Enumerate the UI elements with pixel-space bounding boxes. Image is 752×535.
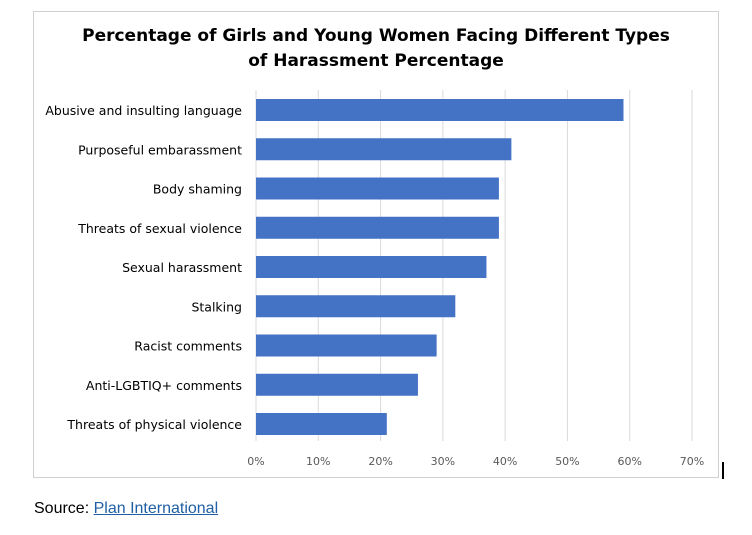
x-tick-label: 50% [555, 455, 579, 468]
category-label: Threats of physical violence [66, 417, 242, 432]
category-label: Abusive and insulting language [45, 103, 242, 118]
text-cursor [722, 462, 724, 479]
category-label: Stalking [191, 299, 242, 314]
bar [256, 334, 437, 357]
category-label: Purposeful embarassment [78, 142, 242, 157]
x-tick-label: 0% [247, 455, 264, 468]
x-tick-label: 10% [306, 455, 330, 468]
x-tick-label: 20% [368, 455, 392, 468]
x-tick-label: 70% [680, 455, 704, 468]
chart-title: Percentage of Girls and Young Women Faci… [33, 24, 719, 74]
chart-title-line-2: of Harassment Percentage [248, 51, 504, 71]
bar [256, 216, 499, 239]
bar [256, 138, 512, 161]
x-tick-label: 60% [617, 455, 641, 468]
category-label: Body shaming [153, 182, 242, 197]
source-link[interactable]: Plan International [93, 500, 219, 517]
bar [256, 99, 624, 121]
x-tick-label: 30% [431, 455, 455, 468]
x-tick-label: 40% [493, 455, 517, 468]
category-label: Sexual harassment [122, 260, 242, 275]
bar [256, 256, 487, 278]
chart-frame [33, 11, 719, 478]
chart-title-line-1: Percentage of Girls and Young Women Faci… [82, 26, 670, 46]
category-label: Threats of sexual violence [77, 221, 242, 236]
category-label: Anti-LGBTIQ+ comments [86, 378, 242, 393]
category-label: Racist comments [134, 339, 242, 354]
bar [256, 177, 499, 200]
bar [256, 413, 387, 435]
source-line: Source: Plan International [34, 500, 218, 518]
bar [256, 373, 418, 396]
source-label: Source: [34, 500, 94, 517]
bar [256, 295, 456, 318]
